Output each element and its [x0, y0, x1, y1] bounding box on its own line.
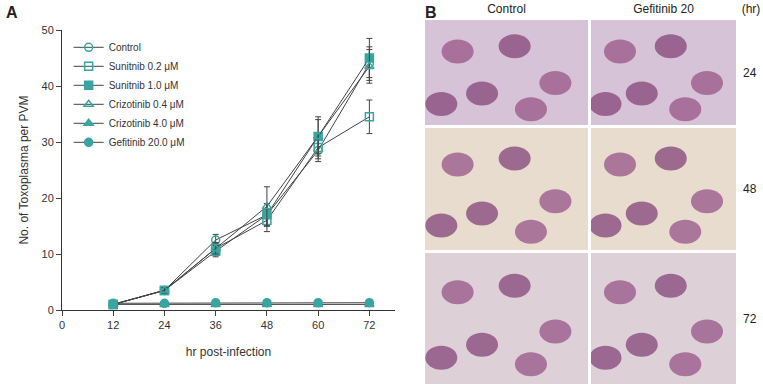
svg-text:Sunitnib 1.0 μM: Sunitnib 1.0 μM — [109, 80, 179, 91]
svg-text:Crizotinib 4.0 μM: Crizotinib 4.0 μM — [109, 118, 184, 129]
svg-text:48: 48 — [261, 319, 273, 331]
html-text:A: A — [6, 4, 18, 21]
html-text:48: 48 — [743, 182, 757, 196]
svg-text:Crizotinib 0.4 μM: Crizotinib 0.4 μM — [109, 99, 184, 110]
svg-text:60: 60 — [312, 319, 324, 331]
svg-text:0: 0 — [59, 319, 65, 331]
svg-text:Gefitinib 20.0 μM: Gefitinib 20.0 μM — [109, 137, 185, 148]
svg-text:10: 10 — [42, 248, 54, 260]
html-text:72: 72 — [743, 311, 757, 326]
svg-text:0: 0 — [48, 304, 54, 316]
svg-text:36: 36 — [210, 319, 222, 331]
svg-text:20: 20 — [42, 192, 54, 204]
svg-text:No. of Toxoplasma per PVM: No. of Toxoplasma per PVM — [17, 95, 31, 244]
svg-text:hr post-infection: hr post-infection — [186, 345, 271, 359]
html-text:24: 24 — [743, 65, 757, 80]
svg-text:Control: Control — [109, 42, 141, 53]
svg-text:30: 30 — [42, 136, 54, 148]
svg-text:72: 72 — [363, 319, 375, 331]
html-text:Control: Control — [487, 2, 526, 16]
svg-text:12: 12 — [107, 319, 119, 331]
svg-text:24: 24 — [158, 319, 170, 331]
html-text:B: B — [425, 4, 437, 21]
html-text:(hr): (hr) — [741, 2, 761, 16]
svg-text:Sunitnib 0.2 μM: Sunitnib 0.2 μM — [109, 61, 179, 72]
svg-text:40: 40 — [42, 80, 54, 92]
html-text:Gefitinib 20: Gefitinib 20 — [633, 2, 694, 16]
svg-text:50: 50 — [42, 24, 54, 36]
